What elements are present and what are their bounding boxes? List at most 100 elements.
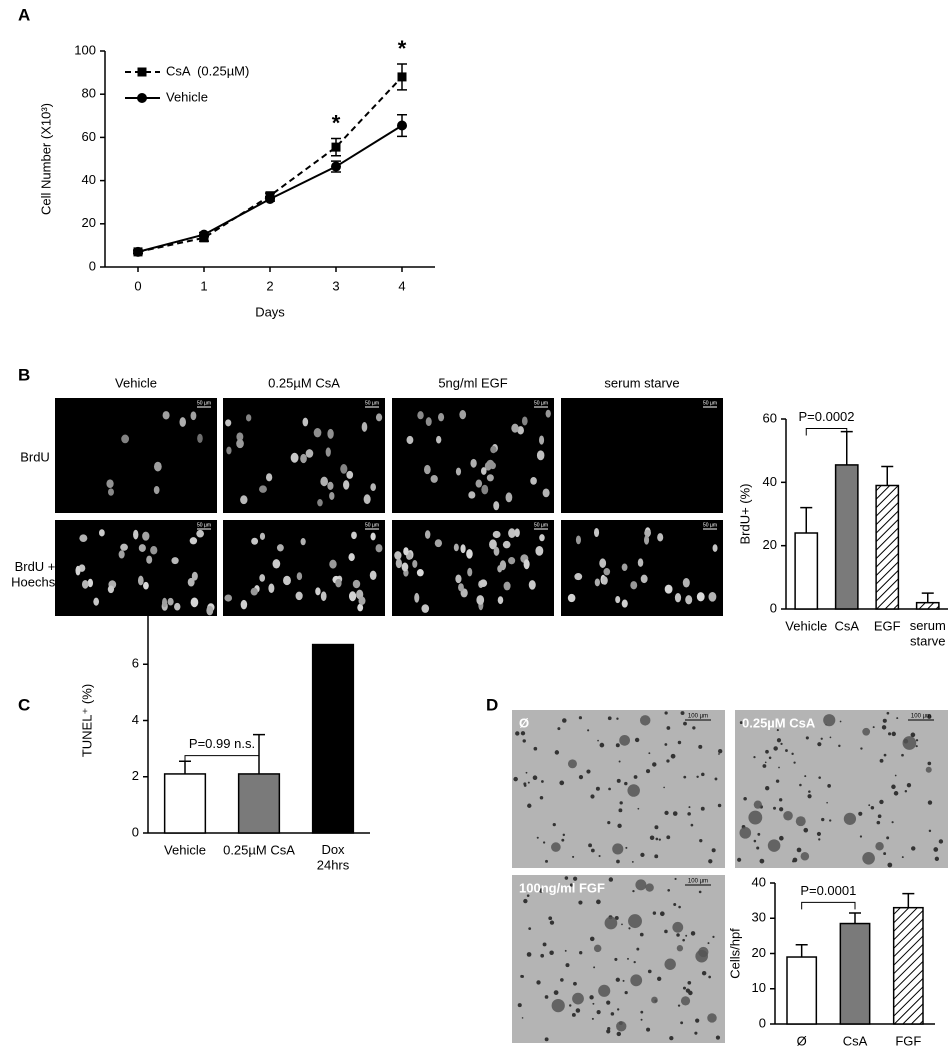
nucleus [225,419,232,427]
speck [775,779,780,783]
nucleus [268,583,275,594]
error-bar [795,943,808,958]
nucleus [162,411,170,420]
colony [635,879,647,891]
nucleus [545,409,551,418]
nucleus [251,537,259,545]
nucleus [265,473,273,482]
speck [803,827,809,833]
nucleus [93,597,100,606]
nucleus [621,599,628,608]
speck [687,980,692,985]
speck [695,1018,700,1023]
scale-label: 100 µm [688,879,708,885]
nucleus [196,529,205,538]
nucleus [599,558,607,568]
nucleus [240,599,248,610]
x-tick-label: Vehicle [785,618,827,633]
nucleus [497,565,503,573]
speck [876,820,881,825]
speck [523,898,528,904]
x-tick-label: 0 [134,278,141,293]
speck [599,742,605,748]
speck [554,750,560,755]
speck [636,947,640,951]
speck [525,771,528,774]
speck [680,1021,684,1025]
x-tick-label: 3 [332,278,339,293]
column-label: 0.25µM CsA [268,375,340,390]
nucleus [246,414,252,422]
speck [568,1004,572,1007]
nucleus [107,488,114,496]
nucleus [167,597,174,606]
speck [557,727,561,731]
colony [680,996,691,1006]
nucleus [458,583,464,592]
colony [627,784,640,797]
nucleus [712,544,718,552]
speck [560,978,564,982]
nucleus [320,476,329,487]
speck [673,902,677,906]
nucleus [685,595,693,605]
speck [882,718,887,723]
speck [827,784,831,788]
colony [551,842,561,852]
speck [683,721,687,726]
nucleus [240,495,248,505]
nucleus [403,547,409,556]
nucleus [302,417,309,427]
y-axis-label: TUNEL⁺ (%) [79,684,94,757]
speck [776,738,782,743]
speck [785,749,788,752]
significance-bracket [801,901,856,910]
scale-label: 50 µm [703,400,717,406]
speck [718,753,720,755]
panel-label: D [486,695,498,714]
nucleus [657,533,664,542]
speck [664,929,668,934]
nucleus [644,535,650,545]
speck [667,888,671,892]
speck [606,1029,611,1034]
speck [618,760,621,763]
y-axis-label: Cells/hpf [727,928,742,979]
y-tick-label: 60 [763,410,777,425]
nucleus [352,579,361,589]
speck [680,711,685,716]
speck [904,789,908,793]
nucleus [511,423,519,433]
colony [628,914,642,929]
speck [778,766,780,769]
speck [818,838,821,841]
speck [539,888,544,894]
scale-label: 50 µm [703,522,717,528]
speck [564,949,567,952]
error-bar [902,892,915,908]
nucleus [272,559,281,569]
micrograph [55,398,217,513]
speck [674,877,677,881]
data-point [331,161,341,172]
speck [544,995,549,999]
speck [753,756,756,759]
scale-label: 50 µm [365,400,379,406]
image-label: Ø [519,715,529,730]
nucleus [521,416,528,426]
nucleus [190,597,199,608]
speck [799,783,802,787]
speck [743,797,747,801]
nucleus [296,572,303,581]
speck [533,746,538,751]
speck [640,1018,643,1021]
speck [677,740,682,745]
data-point [199,229,209,240]
bar [892,906,924,1025]
speck [616,1031,622,1037]
speck [646,1027,651,1032]
nucleus [276,544,284,552]
speck [773,746,778,751]
speck [708,975,712,979]
speck [858,811,863,816]
